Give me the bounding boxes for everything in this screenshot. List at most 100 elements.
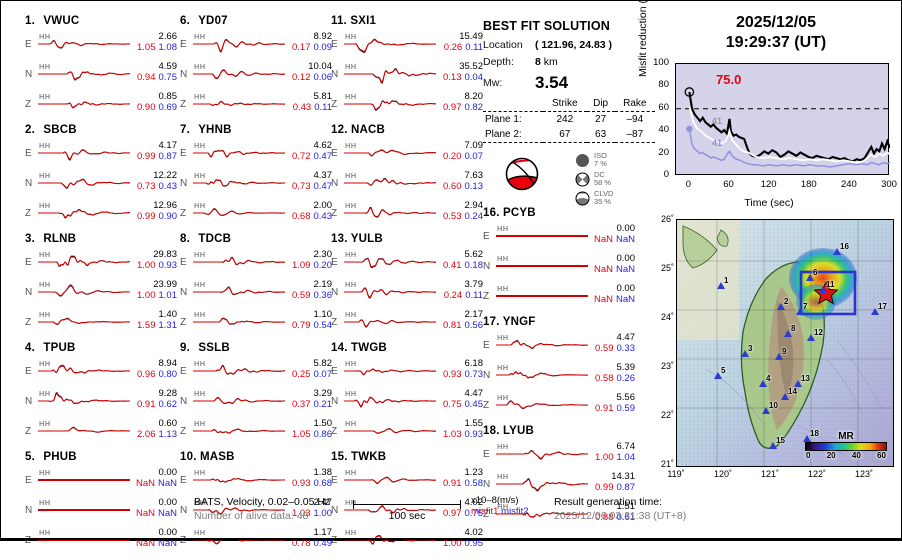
misfit2-value: 0.90 xyxy=(158,211,178,222)
plane-strike: 67 xyxy=(559,129,571,140)
channel-label: E xyxy=(331,257,338,268)
channel-tag: HH xyxy=(39,498,51,507)
map-station-marker[interactable]: 15 xyxy=(769,436,785,449)
station-number: 3. xyxy=(25,233,35,245)
waveform-trace xyxy=(38,31,130,57)
map-station-marker[interactable]: 1 xyxy=(717,276,728,289)
channel-row: E HH 1.23 0.91 0.58 xyxy=(331,466,483,496)
amplitude-value: 2.94 xyxy=(464,200,484,211)
map-station-marker[interactable]: 14 xyxy=(781,387,797,400)
map-station-marker[interactable]: 12 xyxy=(807,328,823,341)
misfit-values: 1.59 1.31 xyxy=(137,320,177,331)
station-marker-number: 3 xyxy=(748,344,753,353)
channel-label: E xyxy=(180,366,187,377)
station-title: 17. YNGF xyxy=(483,316,635,328)
channel-label: N xyxy=(331,505,339,516)
map-station-marker[interactable]: 8 xyxy=(784,324,795,337)
channel-row: N HH 23.99 1.00 1.01 xyxy=(25,278,177,308)
scale-label: 100 sec xyxy=(388,510,426,522)
misfit1-value: 0.93 xyxy=(443,369,462,380)
nodal-plane-row: Plane 1: 242 27 –94 xyxy=(483,111,655,128)
amplitude-value: 8.20 xyxy=(464,91,484,102)
location-row: Location ( 121.96, 24.83 ) xyxy=(483,39,655,51)
map-station-marker[interactable]: 17 xyxy=(871,302,887,315)
station-block: 14. TWGB E HH 6.18 0.93 0.73 N HH 4.47 0.75 0.45 Z H… xyxy=(331,342,483,447)
channel-label: Z xyxy=(331,99,338,110)
channel-tag: HH xyxy=(39,359,51,368)
station-triangle-icon xyxy=(796,308,804,315)
map-station-marker[interactable]: 3 xyxy=(741,344,752,357)
colorbar-ticks: 0 20 40 60 xyxy=(805,451,887,460)
waveform-trace xyxy=(344,309,436,335)
station-marker-number: 12 xyxy=(814,328,823,337)
misfit2-value: 0.06 xyxy=(313,72,333,83)
map-station-marker[interactable]: 5 xyxy=(714,366,725,379)
waveform-trace xyxy=(38,309,130,335)
waveform-trace xyxy=(193,358,285,384)
depth-value: 8 xyxy=(535,56,541,68)
map-lon-label: 123˚ xyxy=(854,469,873,479)
misfit1-value: 0.24 xyxy=(443,290,463,301)
map-station-marker[interactable]: 9 xyxy=(775,347,786,360)
chart-ytick: 80 xyxy=(658,79,669,91)
amplitude-value: 35.52 xyxy=(459,61,483,72)
amplitude-value: 0.00 xyxy=(616,223,636,234)
channel-row: N HH 4.47 0.75 0.45 xyxy=(331,387,483,417)
waveform-trace xyxy=(344,31,436,57)
waveform-trace xyxy=(344,249,436,275)
station-title: 14. TWGB xyxy=(331,342,483,354)
map-station-marker[interactable]: 2 xyxy=(777,297,788,310)
misfit1-value: 0.53 xyxy=(443,211,462,222)
misfit1-value: 0.59 xyxy=(595,343,614,354)
channel-row: E HH 0.00 NaN NaN xyxy=(483,222,635,252)
misfit2-value: 1.08 xyxy=(158,42,178,53)
clvd-value: 35 % xyxy=(594,197,612,206)
station-name: RLNB xyxy=(43,233,77,245)
misfit-values: 0.17 0.09 xyxy=(292,42,332,53)
channel-row: N HH 35.52 0.13 0.04 xyxy=(331,60,483,90)
misfit-values: NaN NaN xyxy=(136,508,177,519)
misfit-values: 1.05 1.08 xyxy=(137,42,177,53)
map-station-marker[interactable]: 7 xyxy=(796,302,807,315)
misfit2-value: 0.43 xyxy=(313,211,333,222)
misfit-values: 0.41 0.18 xyxy=(443,260,483,271)
map-station-marker[interactable]: 11 xyxy=(819,280,834,293)
map-station-marker[interactable]: 10 xyxy=(762,401,778,414)
channel-label: N xyxy=(25,69,33,80)
misfit-values: 0.79 0.54 xyxy=(292,320,332,331)
th-dip: Dip xyxy=(593,98,609,109)
misfit-values: 0.97 0.82 xyxy=(443,102,483,113)
amplitude-value: 29.83 xyxy=(153,249,177,260)
map-canvas[interactable]: 1 2 3 4 5 6 7 8 9 10 11 12 13 14 15 16 17 18 MR 0 20 40 60 xyxy=(676,219,894,467)
misfit2-value: 0.54 xyxy=(313,320,333,331)
map-station-marker[interactable]: 13 xyxy=(794,374,810,387)
channel-row: Z HH 2.00 0.68 0.43 xyxy=(180,199,332,229)
channel-label: N xyxy=(25,396,33,407)
map-station-marker[interactable]: 18 xyxy=(803,429,819,442)
epicenter-map: 1 2 3 4 5 6 7 8 9 10 11 12 13 14 15 16 17 18 MR 0 20 40 60 2… xyxy=(656,214,894,491)
map-station-marker[interactable]: 4 xyxy=(759,374,770,387)
station-title: 7. YHNB xyxy=(180,124,332,136)
misfit1-value: 0.68 xyxy=(292,211,311,222)
misfit1-value: 0.20 xyxy=(443,151,462,162)
station-name: YNGF xyxy=(502,316,536,328)
map-lon-label: 122˚ xyxy=(807,469,826,479)
channel-tag: HH xyxy=(194,389,206,398)
chart-xtick: 120 xyxy=(760,179,777,190)
channel-label: N xyxy=(483,479,491,490)
misfit-values: 0.94 0.75 xyxy=(137,72,177,83)
map-station-marker[interactable]: 6 xyxy=(806,268,817,281)
clvd-label: CLVD xyxy=(594,188,614,198)
station-title: 12. NACB xyxy=(331,124,483,136)
channel-tag: HH xyxy=(497,254,509,263)
channel-tag: HH xyxy=(39,201,51,210)
chart-xtick: 0 xyxy=(685,179,692,190)
amplitude-value: 3.79 xyxy=(464,279,484,290)
map-station-marker[interactable]: 16 xyxy=(833,242,849,255)
amplitude-value: 1.38 xyxy=(313,467,333,478)
waveform-trace xyxy=(38,91,130,117)
depth-unit: km xyxy=(543,56,558,68)
misfit2-value: 0.21 xyxy=(313,399,333,410)
misfit2-value: 0.75 xyxy=(158,72,178,83)
waveform-trace xyxy=(496,332,588,358)
